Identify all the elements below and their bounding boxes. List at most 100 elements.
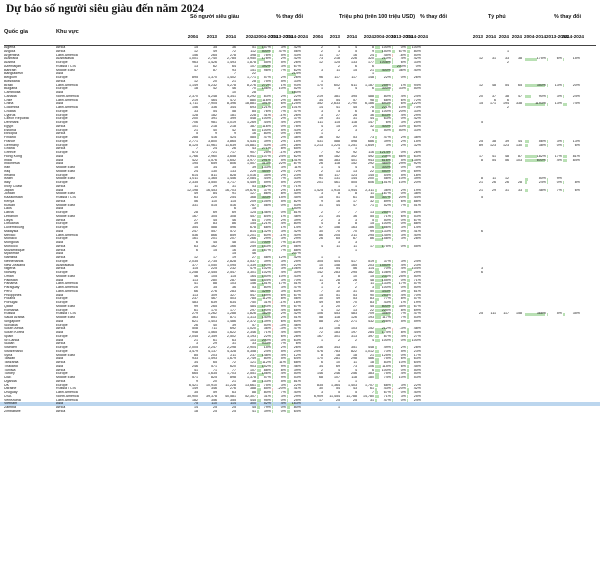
value-cell: 69 [232, 211, 236, 214]
change-bar [392, 102, 393, 106]
value-cell: 616% [381, 158, 391, 162]
country-cell: Belgium [4, 76, 17, 79]
change-bar [272, 173, 273, 177]
change-bar [563, 95, 565, 99]
value-cell: 4,278 [227, 83, 236, 87]
value-cell: 115 [334, 121, 340, 124]
value-cell: 110 [211, 199, 217, 203]
value-cell: 44 [370, 117, 374, 121]
value-cell: 787 [250, 203, 256, 207]
value-cell: 0% [415, 166, 421, 169]
change-bar [392, 68, 394, 72]
region-cell: Africa [56, 218, 66, 222]
value-cell: 84% [263, 214, 271, 218]
change-bar [287, 50, 290, 54]
country-cell: Croatia [4, 109, 16, 113]
value-cell: 13% [572, 139, 580, 143]
value-cell: 27 [194, 218, 198, 222]
change-bar [392, 121, 393, 125]
change-bar [525, 181, 527, 185]
change-bar [392, 53, 393, 57]
value-cell: 43% [263, 143, 271, 147]
value-cell: 2,790 [348, 102, 357, 106]
value-cell: 130 [516, 143, 522, 147]
country-cell: Azerbaijan [4, 64, 21, 68]
value-cell: 320 [368, 57, 374, 61]
value-cell: 2,633 [331, 102, 340, 106]
value-cell: 614 [192, 173, 198, 177]
value-cell: 24% [572, 94, 580, 98]
value-cell: 20% [398, 109, 406, 113]
value-cell: 46 [232, 218, 236, 222]
value-cell: 73 [319, 57, 323, 61]
value-cell: 87 [518, 154, 522, 158]
value-cell: 45% [383, 53, 391, 57]
change-bar [525, 140, 529, 144]
column-header: 2014-2024 [406, 34, 428, 39]
value-cell: 37% [263, 188, 271, 192]
value-cell: 62% [293, 154, 301, 158]
value-cell: 8% [280, 192, 286, 196]
region-cell: Europe [56, 117, 68, 121]
value-cell: 135% [411, 158, 421, 162]
country-cell: Bahrain [4, 68, 17, 72]
value-cell: 117 [334, 76, 340, 79]
region-cell: Europe [56, 139, 68, 143]
value-cell: 6% [556, 57, 562, 61]
value-cell: 31 [505, 188, 509, 192]
value-cell: 167% [381, 192, 391, 196]
value-cell: 80% [413, 49, 421, 53]
change-bar [392, 192, 393, 196]
region-cell: Latin America [56, 98, 78, 102]
change-bar [287, 132, 291, 136]
value-cell: 13 [353, 169, 357, 173]
value-cell: 1,425 [314, 188, 323, 192]
change-bar [407, 196, 409, 200]
change-bar [392, 177, 393, 181]
value-cell: 693% [381, 102, 391, 106]
value-cell: 131 [334, 177, 340, 181]
value-cell: 50% [398, 128, 406, 132]
value-cell: 9% [556, 177, 562, 181]
change-bar [375, 76, 377, 80]
value-cell: 1,878 [247, 61, 256, 64]
value-cell: 4 [338, 166, 340, 169]
value-cell [562, 410, 580, 414]
value-cell: 195 [192, 162, 198, 166]
table-row: Hong Kong Asia 1,766 2,960 3,658 5,941 107% 24%… [0, 155, 600, 159]
value-cell: 6% [574, 143, 580, 147]
table-row: Iran Middle East 15 34 35 39 133% 3% 11% 1 4 4 4 300%… [0, 166, 600, 170]
value-cell: 47 [353, 203, 357, 207]
value-cell: 36% [383, 188, 391, 192]
value-cell: 6 [494, 98, 496, 102]
value-cell: -1% [279, 151, 286, 154]
change-bar [375, 158, 390, 162]
column-header: 2014 [225, 34, 236, 39]
change-bar [272, 80, 273, 84]
change-bar [375, 128, 378, 132]
value-cell: 78% [293, 132, 301, 136]
value-cell: 25 [479, 139, 483, 143]
value-cell: 806 [230, 162, 236, 166]
value-cell: 11,639 [225, 143, 236, 147]
value-cell: 2% [280, 106, 286, 109]
change-bar [563, 83, 565, 87]
value-cell: 84% [572, 158, 580, 162]
value-cell: 1,016 [247, 173, 256, 177]
value-cell: 2% [280, 169, 286, 173]
value-cell: 686 [368, 139, 374, 143]
value-cell: 6 [372, 64, 374, 68]
value-cell: 4% [400, 57, 406, 61]
value-cell: 50% [413, 53, 421, 57]
value-cell: 170 [317, 83, 323, 87]
value-cell: 1,652 [227, 158, 236, 162]
change-bar [287, 68, 290, 72]
change-bar [272, 68, 273, 72]
value-cell: 2% [400, 139, 406, 143]
value-cell: 1% [280, 83, 286, 87]
change-bar [392, 46, 393, 50]
region-cell: Russia / CIS [56, 196, 76, 199]
value-cell: 611 [351, 83, 357, 87]
region-cell: Africa [56, 46, 66, 49]
value-cell: 1,019 [227, 121, 236, 124]
